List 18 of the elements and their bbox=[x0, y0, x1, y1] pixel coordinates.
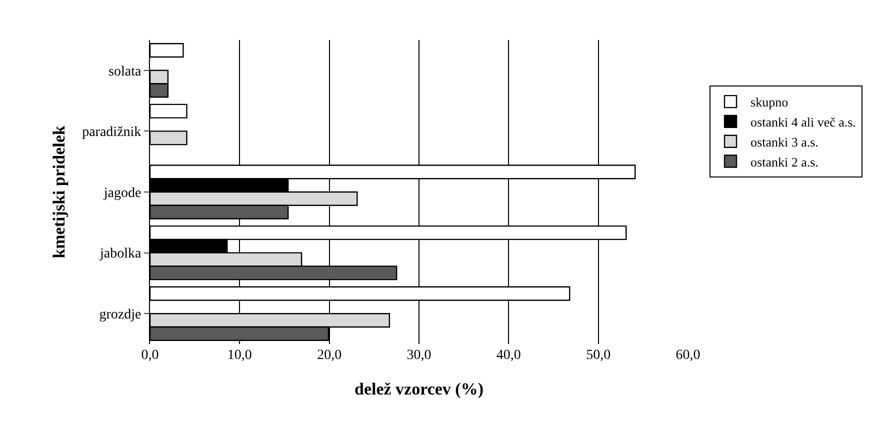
legend-label: skupno bbox=[750, 94, 788, 110]
x-tick-label: 30,0 bbox=[406, 348, 432, 363]
y-tick-label: solata bbox=[108, 64, 142, 80]
y-tick-label: paradižnik bbox=[82, 125, 142, 140]
x-tick-label: 60,0 bbox=[676, 348, 700, 363]
y-axis-title: kmetijski pridelek bbox=[50, 125, 69, 258]
y-tick-label: jagode bbox=[102, 186, 142, 201]
x-tick-label: 20,0 bbox=[317, 348, 342, 363]
legend-label: ostanki 4 ali več a.s. bbox=[750, 114, 856, 130]
x-tick-label: 40,0 bbox=[496, 348, 521, 363]
legend-label: ostanki 2 a.s. bbox=[750, 154, 818, 170]
x-tick-label: 0,0 bbox=[141, 348, 159, 363]
y-tick-label: grozdje bbox=[99, 308, 142, 322]
y-tick-label: jabolka bbox=[98, 246, 142, 262]
x-tick-label: 10,0 bbox=[227, 348, 252, 363]
legend-label: ostanki 3 a.s. bbox=[750, 134, 818, 150]
x-tick-label: 50,0 bbox=[586, 348, 611, 363]
x-axis-title: delež vzorcev (%) bbox=[354, 379, 484, 398]
